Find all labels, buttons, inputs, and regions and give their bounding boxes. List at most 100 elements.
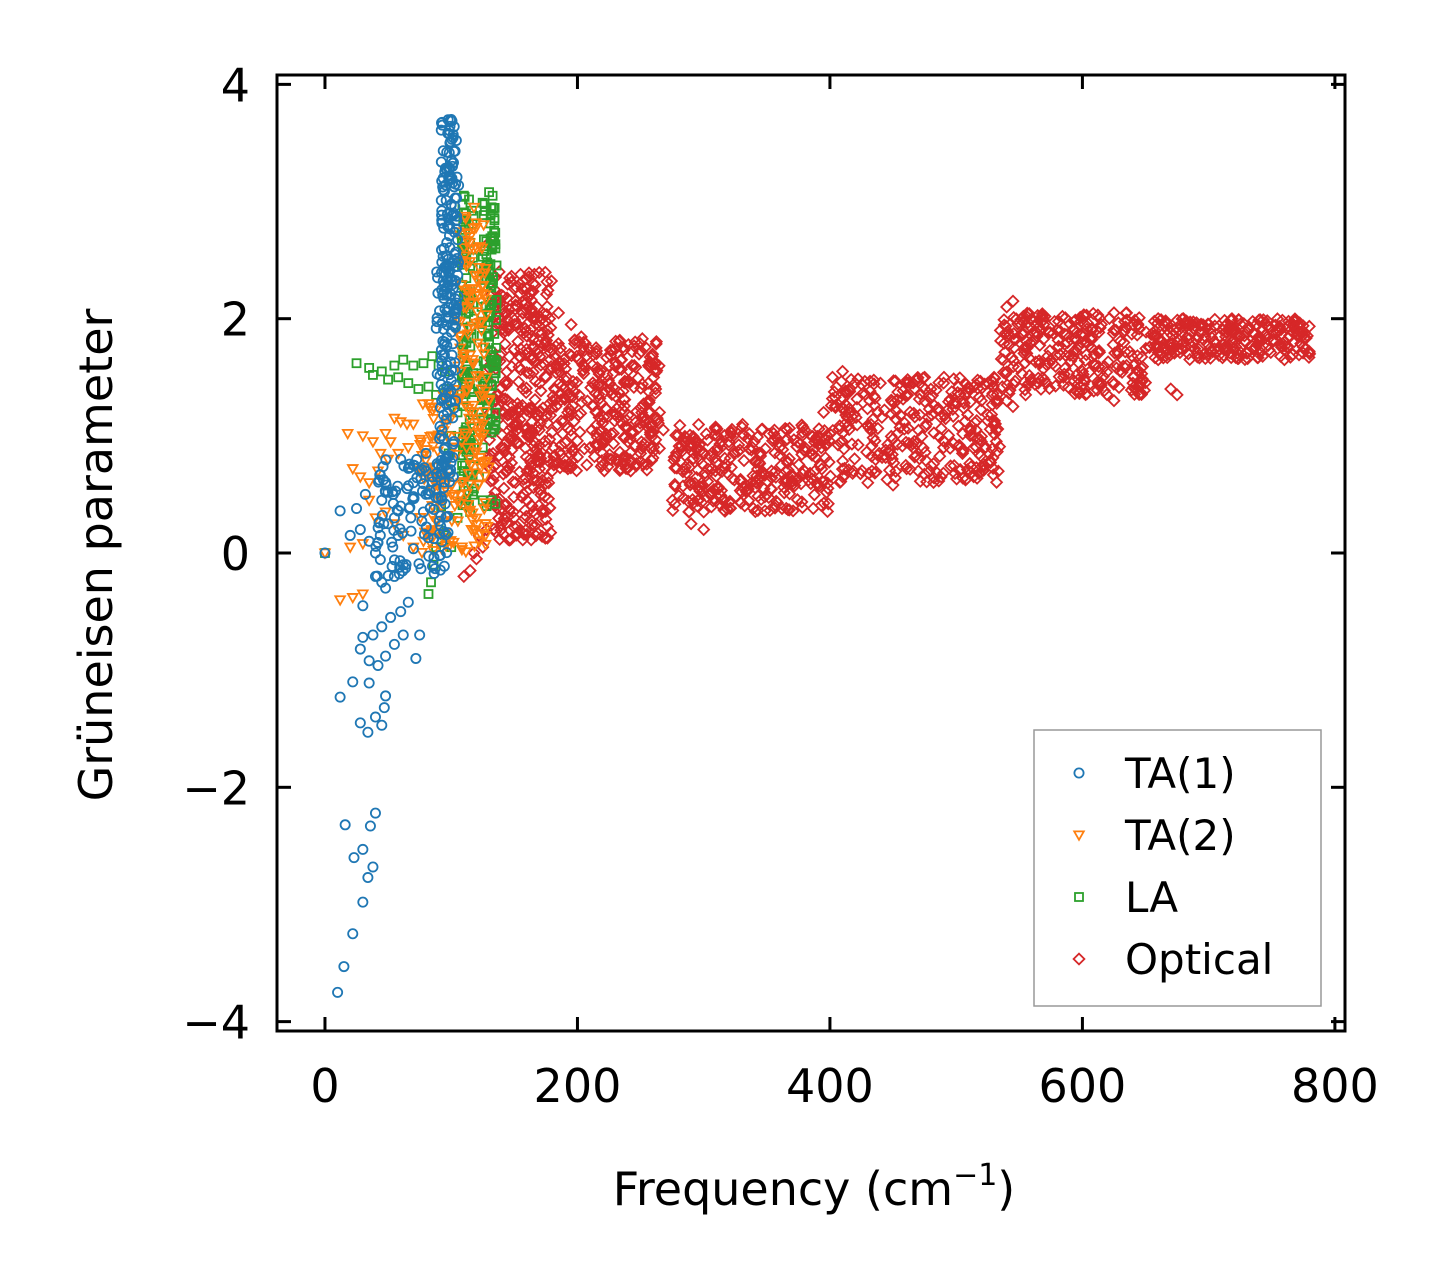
data-point	[476, 419, 490, 431]
data-point	[413, 384, 424, 394]
data-point	[1007, 341, 1021, 355]
data-point	[479, 539, 492, 552]
data-point	[376, 719, 388, 731]
data-point	[1183, 352, 1197, 367]
data-point	[504, 456, 519, 470]
data-point	[346, 593, 360, 605]
data-point	[1068, 331, 1083, 346]
data-point	[819, 485, 834, 499]
data-point	[428, 567, 440, 579]
data-point	[700, 433, 715, 447]
data-point	[869, 465, 883, 479]
data-point	[1056, 370, 1071, 384]
data-point	[896, 383, 910, 398]
data-point	[467, 407, 481, 420]
data-point	[668, 479, 682, 493]
data-point	[889, 464, 903, 478]
data-point	[1134, 361, 1148, 375]
data-point	[562, 402, 577, 416]
data-point	[807, 488, 822, 502]
data-point	[608, 452, 622, 466]
data-point	[1187, 319, 1202, 333]
data-point	[577, 359, 591, 373]
data-point	[507, 490, 521, 504]
data-point	[430, 483, 442, 495]
data-point	[1286, 317, 1301, 332]
data-point	[435, 510, 447, 522]
data-point	[461, 329, 475, 341]
data-point	[537, 338, 552, 352]
data-point	[1123, 344, 1137, 359]
data-point	[643, 425, 658, 439]
data-point	[436, 119, 448, 131]
data-point	[344, 529, 356, 541]
data-point	[558, 391, 572, 405]
data-point	[1230, 351, 1245, 366]
data-point	[420, 488, 432, 500]
data-point	[395, 606, 407, 618]
data-point	[828, 400, 843, 415]
data-point	[484, 187, 494, 198]
data-point	[472, 290, 486, 302]
data-point	[949, 396, 963, 410]
plot-points	[318, 114, 1317, 998]
data-point	[483, 330, 494, 341]
data-point	[564, 317, 578, 332]
data-point	[527, 339, 541, 353]
data-point	[354, 717, 366, 729]
data-point	[1233, 317, 1248, 331]
data-point	[435, 156, 447, 168]
data-point	[529, 517, 544, 531]
data-point	[466, 321, 479, 333]
data-point	[605, 343, 620, 357]
data-point	[691, 417, 706, 432]
data-point	[482, 331, 493, 342]
data-point	[866, 431, 880, 445]
data-point	[697, 505, 711, 519]
data-point	[464, 421, 478, 433]
data-point	[410, 652, 422, 664]
data-point	[452, 234, 464, 246]
data-point	[528, 374, 543, 388]
data-point	[495, 288, 509, 302]
data-point	[922, 465, 936, 479]
data-point	[1179, 314, 1194, 328]
data-point	[407, 543, 419, 555]
data-point	[510, 416, 524, 430]
data-point	[673, 418, 687, 433]
data-point	[699, 427, 713, 441]
data-point	[814, 498, 828, 513]
data-point	[369, 547, 381, 559]
data-point	[884, 429, 898, 444]
data-point	[703, 487, 717, 502]
data-point	[597, 464, 612, 478]
data-point	[708, 464, 722, 478]
data-point	[589, 347, 604, 361]
data-point	[986, 386, 1000, 401]
data-point	[762, 427, 776, 441]
data-point	[374, 529, 386, 541]
data-point	[1107, 306, 1121, 320]
data-point	[519, 450, 534, 464]
data-point	[471, 275, 484, 287]
data-point	[377, 461, 389, 473]
data-point	[932, 474, 946, 488]
data-point	[369, 807, 381, 819]
data-point	[551, 306, 566, 320]
data-point	[346, 464, 360, 476]
data-point	[498, 337, 512, 351]
data-point	[487, 459, 501, 474]
data-point	[431, 471, 443, 483]
data-point	[817, 496, 831, 510]
data-point	[482, 396, 496, 408]
data-point	[426, 441, 440, 453]
data-point	[1170, 388, 1184, 402]
data-point	[672, 489, 686, 503]
data-point	[649, 335, 664, 349]
data-point	[695, 457, 709, 471]
data-point	[798, 423, 812, 437]
data-point	[357, 896, 369, 908]
data-point	[499, 465, 513, 479]
data-point	[435, 520, 447, 532]
x-axis-title: Frequency (cm−1)	[613, 1158, 1016, 1216]
